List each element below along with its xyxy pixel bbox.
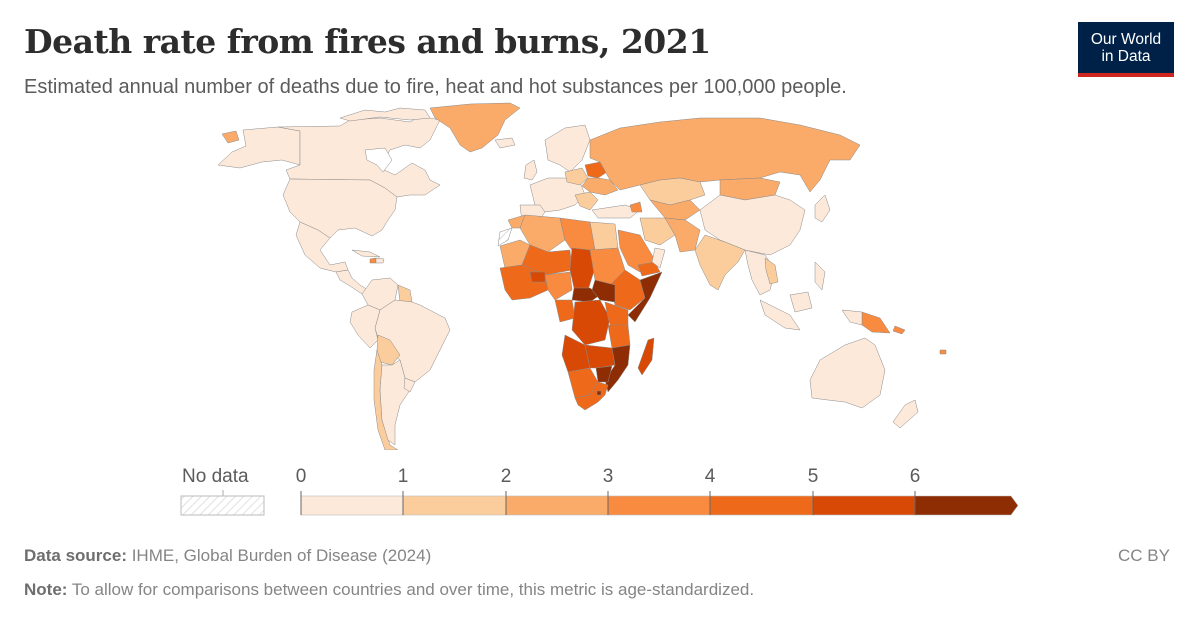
country-indonesia[interactable] (759, 299, 801, 331)
legend-bin-5 (812, 495, 916, 516)
legend-tick-6: 6 (909, 466, 921, 487)
legend-bin-4 (709, 495, 814, 516)
footer-note: Note: To allow for comparisons between c… (24, 580, 754, 600)
country-ukraine[interactable] (581, 177, 619, 196)
country-russia[interactable] (589, 117, 861, 193)
asia (589, 117, 861, 331)
legend-tick-1: 1 (397, 466, 409, 487)
country-laos-cambodia[interactable] (764, 257, 779, 285)
middle-east-africa (497, 214, 666, 411)
country-dominican-republic[interactable] (375, 257, 385, 264)
country-saudi-arabia[interactable] (617, 229, 656, 273)
country-peru-ecuador[interactable] (349, 304, 381, 349)
legend-bin-0 (300, 495, 404, 516)
legend-tick-4: 4 (704, 466, 716, 487)
country-south-sudan[interactable] (591, 279, 616, 303)
country-dr-congo[interactable] (571, 299, 611, 346)
country-guyana-suriname[interactable] (397, 284, 413, 303)
country-central-america[interactable] (335, 269, 369, 295)
country-oman[interactable] (651, 247, 666, 269)
data-source: Data source: IHME, Global Burden of Dise… (24, 546, 431, 566)
color-legend: No data 0 1 2 3 4 5 6 (0, 460, 1200, 530)
legend-bin-1 (402, 495, 507, 516)
country-nigeria[interactable] (544, 271, 573, 301)
country-solomon-islands[interactable] (892, 325, 906, 335)
country-papua-new-guinea[interactable] (861, 311, 891, 334)
data-source-text[interactable]: IHME, Global Burden of Disease (2024) (126, 546, 432, 565)
note-label: Note: (24, 580, 68, 599)
legend-tick-2: 2 (500, 466, 512, 487)
country-turkey[interactable] (591, 204, 641, 219)
country-india[interactable] (694, 234, 746, 291)
country-canada-arctic[interactable] (339, 107, 431, 122)
country-greenland[interactable] (429, 102, 521, 153)
country-tanzania[interactable] (607, 324, 631, 349)
country-lesotho[interactable] (596, 390, 602, 396)
country-borneo[interactable] (789, 291, 813, 313)
country-uruguay[interactable] (403, 377, 416, 393)
hudson-bay (364, 147, 393, 173)
legend-bar (180, 490, 1019, 516)
oceania (809, 309, 947, 429)
country-balkans[interactable] (574, 191, 599, 211)
no-data-swatch (180, 495, 265, 516)
country-united-states[interactable] (282, 178, 398, 239)
country-scandinavia[interactable] (544, 124, 591, 173)
note-text: To allow for comparisons between countri… (67, 580, 755, 599)
country-cuba[interactable] (351, 249, 381, 258)
country-belarus[interactable] (584, 161, 608, 179)
country-poland[interactable] (564, 167, 589, 186)
country-japan-korea[interactable] (814, 194, 831, 223)
legend-bin-6-arrow (914, 495, 1019, 516)
country-haiti[interactable] (369, 257, 377, 264)
country-burkina-faso[interactable] (529, 271, 546, 283)
country-mozambique[interactable] (604, 344, 631, 393)
legend-bin-3 (607, 495, 711, 516)
chart-subtitle: Estimated annual number of deaths due to… (24, 76, 847, 98)
owid-logo[interactable]: Our World in Data (1078, 22, 1174, 77)
legend-tick-5: 5 (807, 466, 819, 487)
logo-line-1: Our World (1090, 30, 1162, 48)
legend-tick-3: 3 (602, 466, 614, 487)
world-map[interactable] (0, 100, 1200, 450)
country-yemen[interactable] (637, 261, 661, 277)
country-iceland[interactable] (494, 137, 516, 149)
country-australia[interactable] (809, 337, 886, 409)
country-iran[interactable] (639, 217, 676, 246)
country-mexico[interactable] (295, 221, 349, 273)
country-uk[interactable] (523, 159, 538, 181)
country-argentina[interactable] (379, 359, 411, 446)
country-somalia[interactable] (627, 271, 663, 323)
legend-bin-2 (505, 495, 609, 516)
chart-title: Death rate from fires and burns, 2021 (24, 22, 711, 61)
no-data-label: No data (182, 466, 249, 487)
country-madagascar[interactable] (637, 337, 655, 376)
country-caucasus[interactable] (629, 201, 643, 213)
country-western-sahara[interactable] (497, 227, 513, 247)
country-new-zealand[interactable] (892, 399, 919, 429)
license-link[interactable]: CC BY (1118, 546, 1170, 565)
country-new-guinea-west[interactable] (841, 309, 863, 326)
country-fiji[interactable] (939, 349, 947, 355)
country-south-africa[interactable] (574, 381, 609, 411)
logo-line-2: in Data (1101, 47, 1151, 65)
country-egypt[interactable] (589, 221, 619, 251)
country-zambia-malawi[interactable] (584, 344, 616, 369)
north-america (217, 102, 521, 295)
south-america (349, 277, 451, 450)
country-philippines[interactable] (814, 261, 826, 291)
country-zimbabwe[interactable] (595, 365, 613, 383)
legend-tick-0: 0 (295, 466, 307, 487)
country-cameroon-gabon[interactable] (554, 299, 576, 323)
country-alaska-islands[interactable] (221, 130, 240, 144)
data-source-label: Data source: (24, 546, 127, 565)
